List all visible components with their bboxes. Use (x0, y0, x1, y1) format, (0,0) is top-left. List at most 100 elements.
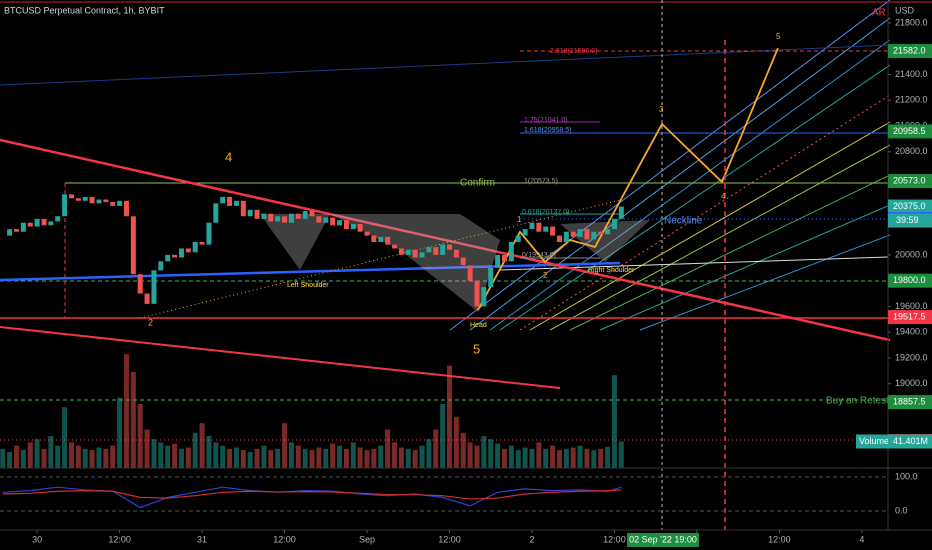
fib-label: 1.75(21041.0) (524, 117, 568, 124)
candle (577, 229, 583, 237)
candle (591, 231, 597, 240)
volume-bar (295, 445, 301, 468)
volume-bar (34, 439, 40, 468)
candle (337, 220, 343, 226)
candle (364, 231, 370, 236)
price-tag-label: 20375.0 (893, 201, 926, 211)
candle (392, 244, 398, 249)
volume-bar (41, 448, 47, 468)
candle (605, 229, 611, 235)
candle (426, 247, 432, 253)
candle (419, 252, 425, 258)
y-tick-label: 20000.0 (895, 249, 928, 259)
price-tag-label: 19800.0 (893, 275, 926, 285)
fork-line (639, 234, 891, 331)
volume-bar (254, 448, 260, 468)
candle (433, 247, 439, 255)
candle (529, 222, 535, 230)
candle (488, 267, 494, 288)
price-tag-label: 20573.0 (893, 175, 926, 185)
volume-bar (474, 445, 480, 468)
red-trendline (0, 326, 561, 389)
cursor-time: 02 Sep '22 19:00 (629, 534, 697, 544)
candle (206, 222, 212, 245)
price-tag (888, 44, 932, 59)
volume-tag-label: 41.401M (893, 436, 928, 446)
wave-label: 5 (473, 341, 480, 356)
candle (75, 198, 81, 201)
fork-line (599, 204, 891, 331)
fork-line (499, 64, 891, 331)
fib-label: 1.618(20958.5) (524, 127, 571, 134)
candle (233, 200, 239, 206)
candle (501, 254, 507, 262)
wave-label: 2 (148, 317, 153, 327)
volume-bar (82, 448, 88, 468)
volume-bar (495, 443, 501, 468)
candle (220, 196, 226, 204)
volume-bar (488, 439, 494, 468)
volume-bar (68, 442, 74, 468)
volume-bar (453, 416, 459, 468)
volume-tag-title: Volume (859, 436, 889, 446)
volume-bar (220, 445, 226, 468)
head-shape (330, 214, 500, 312)
candle (536, 222, 542, 232)
x-tick-label: 12:00 (438, 534, 461, 544)
volume-bar (364, 450, 370, 468)
candle (254, 209, 260, 219)
y-tick-label: 19600.0 (895, 301, 928, 311)
volume-bar (529, 448, 535, 468)
candle (343, 220, 349, 230)
volume-bar (392, 442, 398, 468)
countdown-box (888, 213, 932, 228)
candle (227, 196, 233, 206)
volume-tag (888, 434, 932, 449)
candle (385, 236, 391, 245)
left-shoulder-label: Left Shoulder (287, 282, 329, 289)
buy-label: Buy on Retest (826, 396, 889, 407)
volume-bar (440, 404, 446, 468)
red-trendline (0, 138, 891, 342)
volume-bar (316, 447, 322, 468)
volume-bar (584, 448, 590, 468)
candle (316, 216, 322, 223)
volume-bar (508, 445, 514, 468)
volume-bar (522, 447, 528, 468)
candle (550, 226, 556, 236)
volume-bar (117, 397, 123, 468)
candle (584, 229, 590, 240)
volume-bar (261, 445, 267, 468)
candle (543, 226, 549, 232)
fork-line (569, 174, 891, 331)
volume-bar (446, 365, 452, 468)
candle (481, 287, 487, 307)
volume-bar (172, 443, 178, 468)
volume-bar (123, 354, 129, 468)
candle (508, 242, 514, 262)
candle (515, 235, 521, 243)
fork-median (519, 94, 891, 331)
confirm-label: Confirm (460, 178, 495, 189)
candle (103, 199, 109, 203)
candle (522, 229, 528, 236)
channel-line (0, 44, 891, 86)
volume-bar (96, 447, 102, 468)
candle (137, 274, 143, 294)
volume-bar (405, 448, 411, 468)
candle (199, 242, 205, 245)
volume-bar (20, 450, 26, 468)
candle (213, 203, 219, 223)
candle (460, 257, 466, 266)
volume-bar (240, 450, 246, 468)
candle (378, 236, 384, 243)
y-tick-label: 21800.0 (895, 17, 928, 27)
volume-bar (543, 448, 549, 468)
candle (440, 244, 446, 255)
volume-bar (0, 448, 6, 468)
candle (165, 254, 171, 262)
fib-label: 0(19943.0) (522, 252, 556, 259)
candle (282, 216, 288, 223)
volume-bar (467, 442, 473, 468)
